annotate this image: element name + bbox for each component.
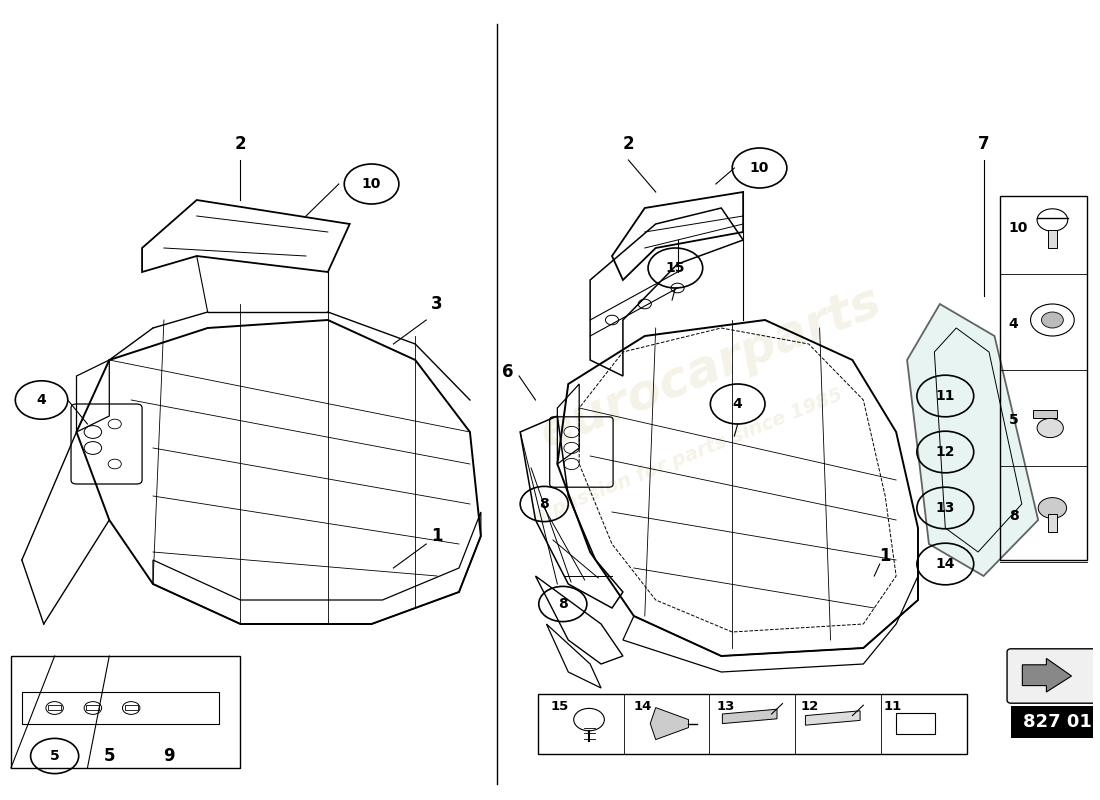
Bar <box>1048 514 1057 532</box>
Text: 13: 13 <box>936 501 955 515</box>
Text: 10: 10 <box>750 161 769 175</box>
Bar <box>1048 230 1057 248</box>
Bar <box>1033 410 1057 418</box>
Text: eurocarparts: eurocarparts <box>532 278 888 458</box>
Text: 13: 13 <box>717 700 736 713</box>
Bar <box>86 705 99 710</box>
Bar <box>1011 706 1100 738</box>
Text: 1: 1 <box>880 547 891 565</box>
Text: 4: 4 <box>1009 317 1019 331</box>
Text: a passion for parts since 1985: a passion for parts since 1985 <box>531 385 846 527</box>
Circle shape <box>1038 498 1067 518</box>
Text: 14: 14 <box>634 700 652 713</box>
FancyBboxPatch shape <box>1008 649 1100 703</box>
Text: 827 01: 827 01 <box>1023 714 1092 731</box>
Circle shape <box>1037 418 1064 438</box>
Text: 15: 15 <box>551 700 569 713</box>
Text: 12: 12 <box>800 700 818 713</box>
Bar <box>48 705 62 710</box>
Text: 12: 12 <box>936 445 955 459</box>
Text: 10: 10 <box>1009 221 1028 235</box>
Text: 2: 2 <box>623 135 635 153</box>
Bar <box>124 705 138 710</box>
Bar <box>11 656 241 768</box>
Text: 6: 6 <box>503 363 514 381</box>
Text: 4: 4 <box>36 393 46 407</box>
Text: 9: 9 <box>164 747 175 765</box>
Text: 10: 10 <box>362 177 382 191</box>
Polygon shape <box>1022 658 1071 692</box>
Text: 5: 5 <box>50 749 59 763</box>
Polygon shape <box>805 710 860 725</box>
Text: 1: 1 <box>431 527 443 545</box>
Text: 8: 8 <box>558 597 568 611</box>
Bar <box>896 714 935 734</box>
Text: 5: 5 <box>1009 413 1019 427</box>
Bar <box>1000 196 1088 560</box>
Polygon shape <box>650 707 689 739</box>
Text: 15: 15 <box>666 261 685 275</box>
Text: 14: 14 <box>936 557 955 571</box>
Text: 2: 2 <box>234 135 246 153</box>
Text: 11: 11 <box>883 700 901 713</box>
Bar <box>538 694 967 754</box>
Polygon shape <box>723 709 777 723</box>
Text: 11: 11 <box>936 389 955 403</box>
Text: 8: 8 <box>539 497 549 511</box>
Polygon shape <box>908 304 1038 576</box>
Text: 7: 7 <box>978 135 989 153</box>
Text: 8: 8 <box>1009 509 1019 523</box>
Circle shape <box>1042 312 1064 328</box>
Text: 4: 4 <box>733 397 742 411</box>
Text: 5: 5 <box>103 747 116 765</box>
Text: 3: 3 <box>431 295 443 313</box>
